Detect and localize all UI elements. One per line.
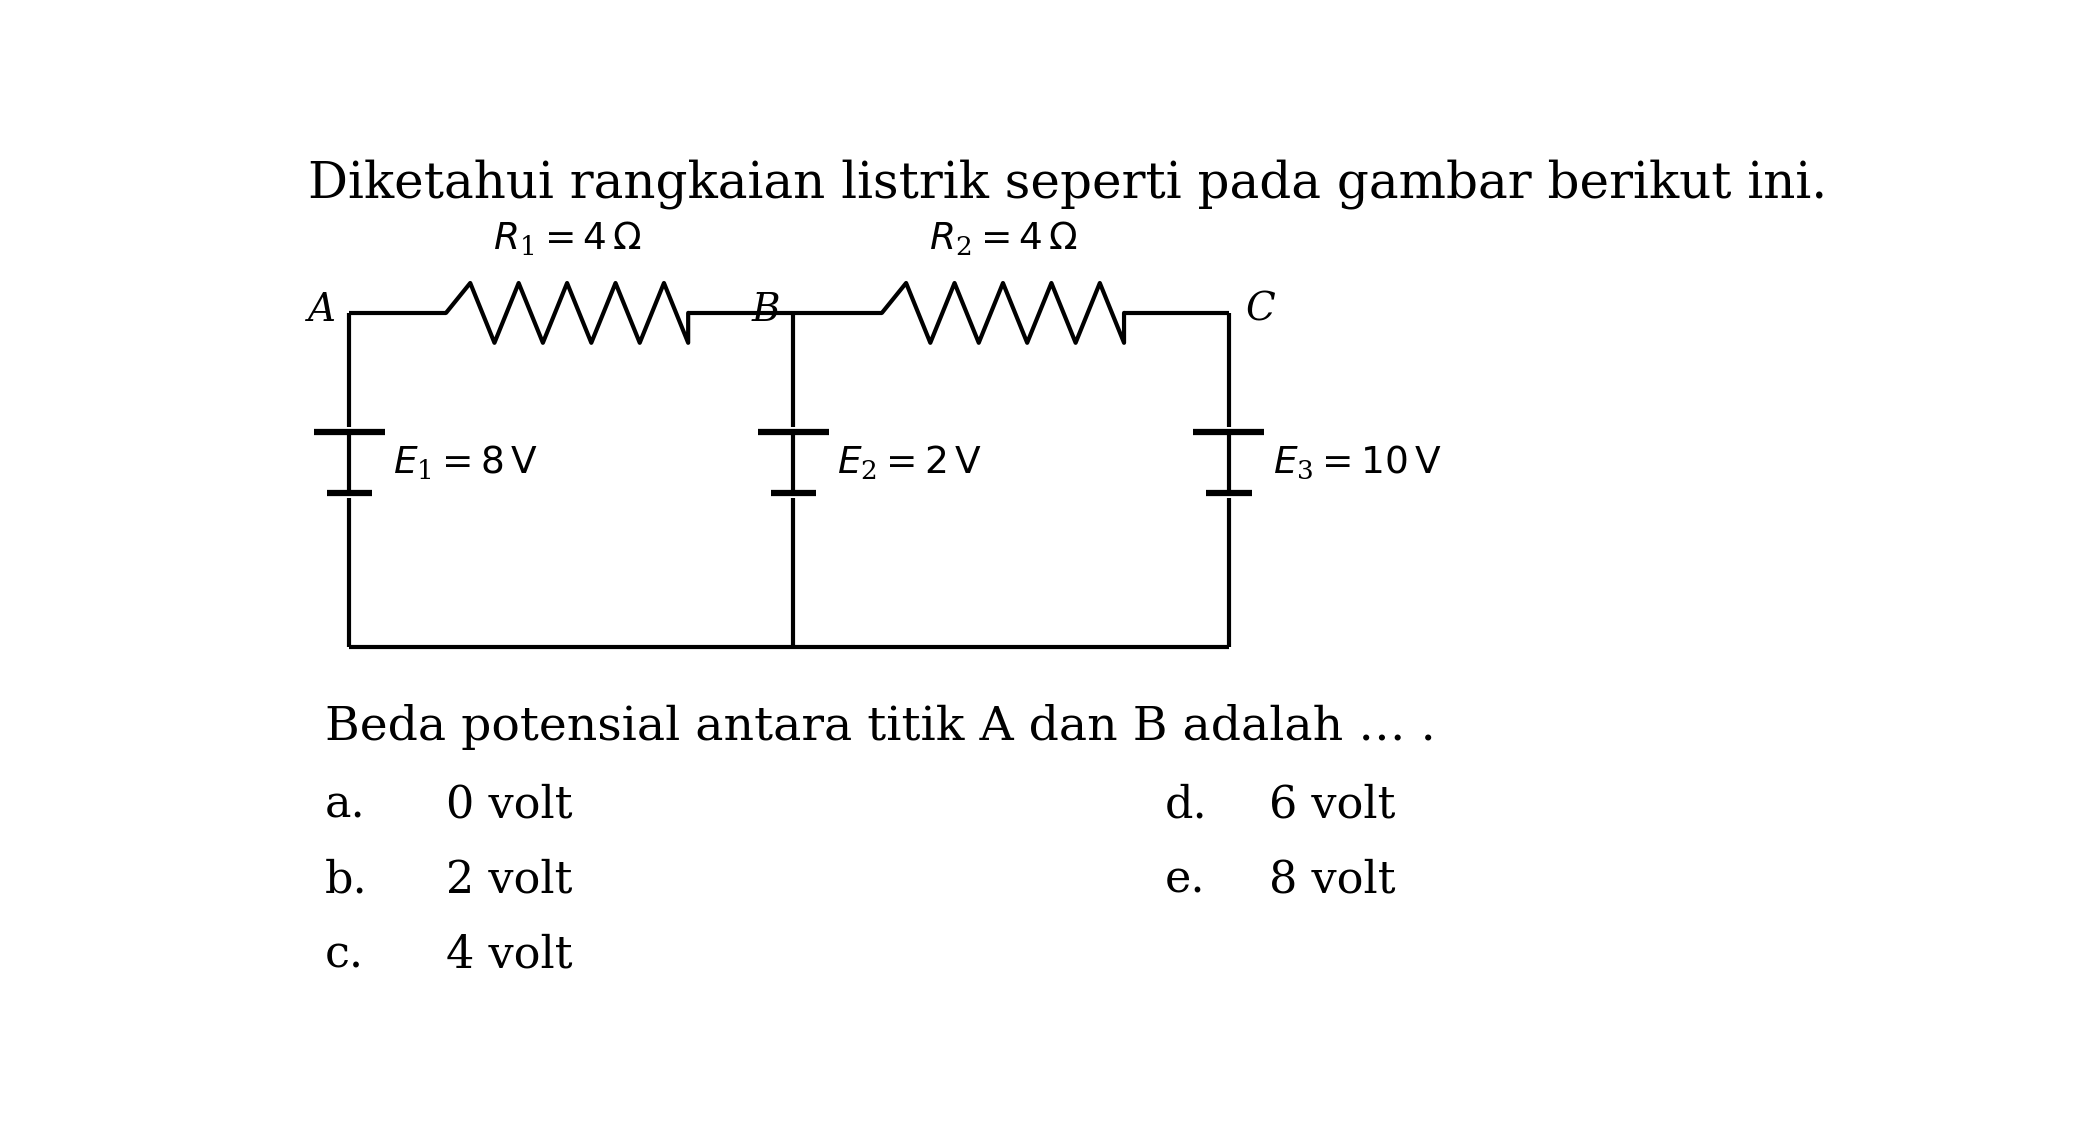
Text: $E_{\mathregular{2}} = 2\,\mathrm{V}$: $E_{\mathregular{2}} = 2\,\mathrm{V}$ <box>837 443 981 482</box>
Text: C: C <box>1246 291 1275 329</box>
Text: b.: b. <box>325 858 367 901</box>
Text: e.: e. <box>1164 858 1204 901</box>
Text: 0 volt: 0 volt <box>446 783 573 827</box>
Text: a.: a. <box>325 783 367 827</box>
Text: 4 volt: 4 volt <box>446 933 573 976</box>
Text: 6 volt: 6 volt <box>1269 783 1396 827</box>
Text: 2 volt: 2 volt <box>446 858 573 901</box>
Text: $E_{\mathregular{3}} = 10\,\mathrm{V}$: $E_{\mathregular{3}} = 10\,\mathrm{V}$ <box>1273 443 1441 481</box>
Text: B: B <box>752 291 781 329</box>
Text: A: A <box>308 291 335 329</box>
Text: Diketahui rangkaian listrik seperti pada gambar berikut ini.: Diketahui rangkaian listrik seperti pada… <box>308 159 1827 209</box>
Text: d.: d. <box>1164 783 1206 827</box>
Text: $R_{\mathregular{2}} = 4\,\Omega$: $R_{\mathregular{2}} = 4\,\Omega$ <box>929 219 1077 257</box>
Text: Beda potensial antara titik A dan B adalah … .: Beda potensial antara titik A dan B adal… <box>325 705 1435 750</box>
Text: $R_{\mathregular{1}} = 4\,\Omega$: $R_{\mathregular{1}} = 4\,\Omega$ <box>494 219 642 257</box>
Text: 8 volt: 8 volt <box>1269 858 1396 901</box>
Text: $E_{\mathregular{1}} = 8\,\mathrm{V}$: $E_{\mathregular{1}} = 8\,\mathrm{V}$ <box>394 443 537 482</box>
Text: c.: c. <box>325 933 365 976</box>
